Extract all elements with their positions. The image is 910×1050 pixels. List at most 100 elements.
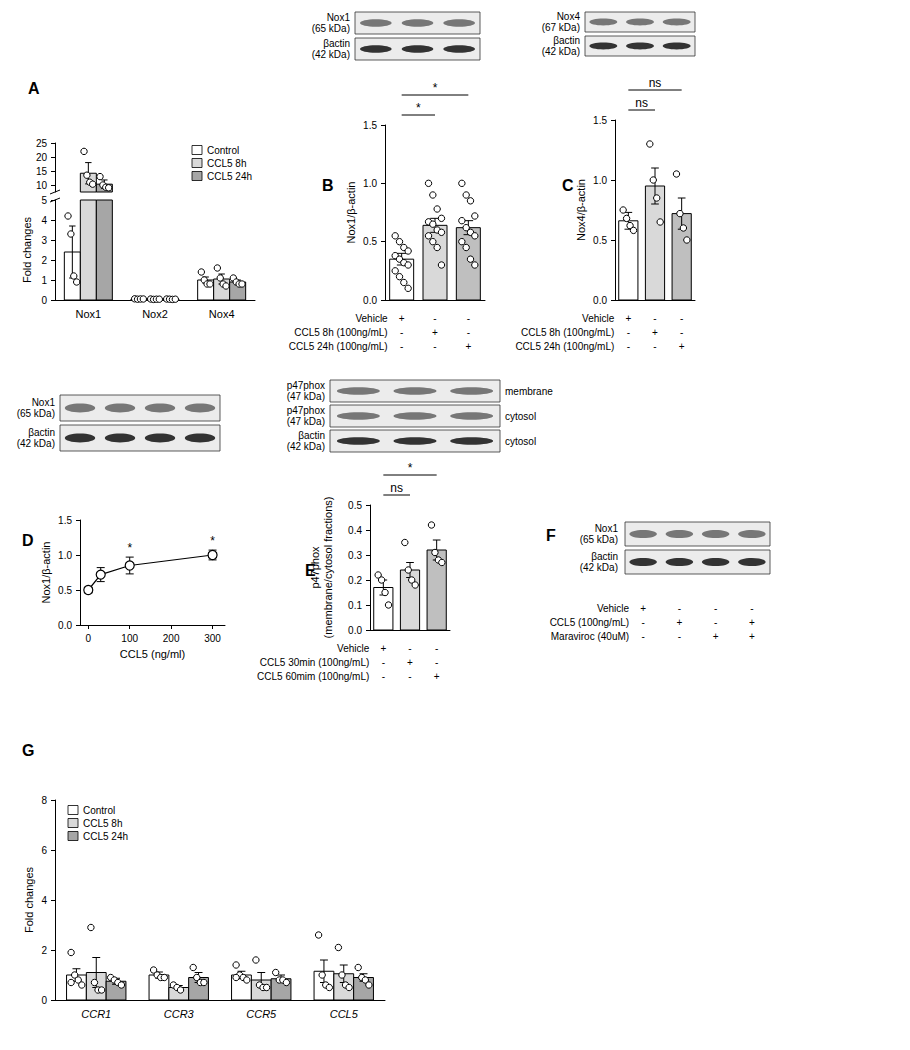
svg-text:(47 kDa): (47 kDa) xyxy=(287,416,325,427)
svg-text:-: - xyxy=(467,313,470,324)
svg-text:Vehicle: Vehicle xyxy=(582,313,615,324)
svg-text:0.5: 0.5 xyxy=(363,236,377,247)
svg-text:0.0: 0.0 xyxy=(593,295,607,306)
svg-text:+: + xyxy=(640,603,646,614)
svg-text:βactin: βactin xyxy=(298,430,325,441)
svg-text:+: + xyxy=(679,341,685,352)
svg-text:-: - xyxy=(433,313,436,324)
svg-text:(67 kDa): (67 kDa) xyxy=(542,22,580,33)
svg-text:2: 2 xyxy=(41,945,47,956)
svg-text:ns: ns xyxy=(649,76,662,90)
svg-text:C: C xyxy=(562,177,574,194)
svg-text:*: * xyxy=(210,534,215,548)
svg-text:*: * xyxy=(408,461,413,475)
svg-text:Nox1: Nox1 xyxy=(75,308,101,320)
svg-text:0.0: 0.0 xyxy=(348,625,362,636)
svg-text:Nox1: Nox1 xyxy=(327,12,351,23)
svg-text:0.5: 0.5 xyxy=(58,585,72,596)
svg-text:(65 kDa): (65 kDa) xyxy=(312,23,350,34)
svg-text:CCL5 8h: CCL5 8h xyxy=(207,158,246,169)
svg-text:(65 kDa): (65 kDa) xyxy=(17,408,55,419)
svg-text:(42 kDa): (42 kDa) xyxy=(542,46,580,57)
svg-text:Nox1/β-actin: Nox1/β-actin xyxy=(40,542,52,604)
svg-text:1.0: 1.0 xyxy=(58,550,72,561)
svg-text:CCR3: CCR3 xyxy=(164,1008,195,1020)
svg-text:CCL5 8h (100ng/mL): CCL5 8h (100ng/mL) xyxy=(294,327,387,338)
svg-text:Control: Control xyxy=(207,145,239,156)
svg-text:+: + xyxy=(399,313,405,324)
svg-text:Nox4/β-actin: Nox4/β-actin xyxy=(575,179,587,241)
svg-text:Nox4: Nox4 xyxy=(557,11,581,22)
svg-text:Vehicle: Vehicle xyxy=(597,603,630,614)
svg-text:-: - xyxy=(653,341,656,352)
svg-text:-: - xyxy=(400,327,403,338)
svg-text:2: 2 xyxy=(41,255,47,266)
svg-text:-: - xyxy=(641,631,644,642)
svg-text:Maraviroc (40uM): Maraviroc (40uM) xyxy=(551,631,629,642)
svg-text:-: - xyxy=(627,327,630,338)
svg-text:+: + xyxy=(434,671,440,682)
svg-text:Vehicle: Vehicle xyxy=(337,643,370,654)
svg-text:100: 100 xyxy=(121,633,138,644)
svg-text:+: + xyxy=(713,631,719,642)
svg-text:+: + xyxy=(749,631,755,642)
svg-text:-: - xyxy=(714,617,717,628)
svg-text:-: - xyxy=(382,657,385,668)
svg-text:6: 6 xyxy=(41,845,47,856)
svg-text:(47 kDa): (47 kDa) xyxy=(287,391,325,402)
svg-text:ns: ns xyxy=(390,481,403,495)
svg-text:cytosol: cytosol xyxy=(505,436,536,447)
svg-text:CCL5 24h: CCL5 24h xyxy=(83,831,128,842)
svg-text:200: 200 xyxy=(163,633,180,644)
svg-text:Nox1: Nox1 xyxy=(595,523,619,534)
svg-text:Control: Control xyxy=(83,805,115,816)
svg-text:βactin: βactin xyxy=(28,427,55,438)
svg-text:βactin: βactin xyxy=(323,38,350,49)
svg-text:20: 20 xyxy=(36,152,48,163)
svg-text:p47phox: p47phox xyxy=(287,380,325,391)
svg-text:CCL5 24h: CCL5 24h xyxy=(207,171,252,182)
svg-text:-: - xyxy=(467,327,470,338)
svg-text:1.5: 1.5 xyxy=(593,115,607,126)
svg-text:CCL5 8h: CCL5 8h xyxy=(83,818,122,829)
svg-text:1.0: 1.0 xyxy=(593,175,607,186)
svg-text:*: * xyxy=(127,541,132,555)
svg-text:E: E xyxy=(305,562,316,579)
svg-text:Nox1: Nox1 xyxy=(32,397,56,408)
svg-text:ns: ns xyxy=(635,96,648,110)
svg-text:CCL5 8h (100ng/mL): CCL5 8h (100ng/mL) xyxy=(521,327,614,338)
svg-text:CCR1: CCR1 xyxy=(81,1008,111,1020)
svg-text:CCL5: CCL5 xyxy=(330,1008,359,1020)
svg-text:membrane: membrane xyxy=(505,386,553,397)
svg-text:(65 kDa): (65 kDa) xyxy=(580,534,618,545)
svg-text:(42 kDa): (42 kDa) xyxy=(287,441,325,452)
svg-text:0: 0 xyxy=(41,295,47,306)
svg-text:CCL5 60mim (100ng/mL): CCL5 60mim (100ng/mL) xyxy=(257,671,369,682)
svg-text:8: 8 xyxy=(41,795,47,806)
svg-text:-: - xyxy=(435,657,438,668)
svg-text:(42 kDa): (42 kDa) xyxy=(312,49,350,60)
svg-text:(42 kDa): (42 kDa) xyxy=(17,438,55,449)
svg-text:0: 0 xyxy=(41,995,47,1006)
svg-text:1.0: 1.0 xyxy=(363,178,377,189)
svg-text:G: G xyxy=(22,742,34,759)
svg-text:-: - xyxy=(400,341,403,352)
svg-text:(42 kDa): (42 kDa) xyxy=(580,562,618,573)
svg-text:Nox1/β-actin: Nox1/β-actin xyxy=(345,182,357,244)
svg-text:1: 1 xyxy=(41,275,47,286)
svg-text:-: - xyxy=(408,643,411,654)
svg-text:B: B xyxy=(322,177,334,194)
svg-text:0.2: 0.2 xyxy=(348,575,362,586)
svg-text:+: + xyxy=(380,643,386,654)
svg-text:+: + xyxy=(625,313,631,324)
svg-text:-: - xyxy=(678,631,681,642)
svg-text:0.5: 0.5 xyxy=(348,500,362,511)
svg-text:-: - xyxy=(678,603,681,614)
svg-text:βactin: βactin xyxy=(553,35,580,46)
svg-text:1.5: 1.5 xyxy=(58,515,72,526)
svg-text:-: - xyxy=(408,671,411,682)
svg-text:βactin: βactin xyxy=(591,551,618,562)
svg-text:-: - xyxy=(641,617,644,628)
svg-text:CCL5 (100ng/mL): CCL5 (100ng/mL) xyxy=(550,617,629,628)
svg-text:0.5: 0.5 xyxy=(593,235,607,246)
